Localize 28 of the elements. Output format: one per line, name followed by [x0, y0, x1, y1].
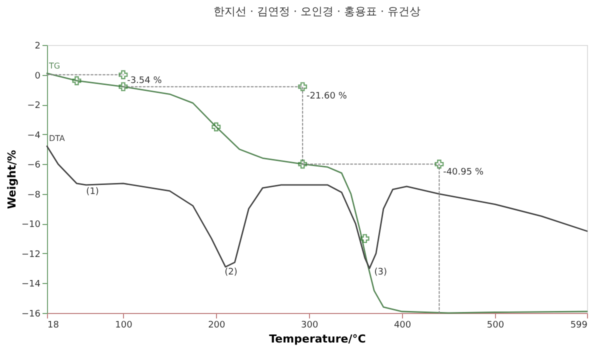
annotation: (2) — [224, 267, 238, 278]
annotation: -40.95 % — [443, 168, 484, 178]
y-tick-label: −8 — [27, 190, 41, 200]
x-axis-title: Temperature/°C — [269, 332, 366, 346]
x-tick-label: 200 — [208, 320, 226, 330]
y-tick-label: −16 — [22, 310, 41, 320]
annotation: -21.60 % — [306, 92, 348, 102]
x-tick-label: 400 — [394, 320, 412, 330]
annotation: (3) — [374, 267, 388, 278]
annotation: (1) — [86, 186, 99, 197]
chart-title: 한지선 · 김연정 · 오인경 · 홍용표 · 유건상 — [214, 5, 420, 18]
y-tick-label: −4 — [27, 130, 41, 141]
y-tick-label: −10 — [22, 220, 41, 230]
y-tick-label: 0 — [34, 71, 41, 82]
series-label: DTA — [49, 134, 66, 144]
annotation: -3.54 % — [127, 76, 162, 86]
x-tick-label: 100 — [115, 320, 133, 330]
x-tick-label: 500 — [486, 320, 504, 330]
y-tick-label: −14 — [22, 280, 41, 290]
y-tick-label: −12 — [22, 250, 40, 260]
y-tick-label: 2 — [34, 42, 40, 52]
x-tick-label: 18 — [48, 320, 60, 330]
y-tick-label: −6 — [27, 160, 41, 171]
x-tick-label: 300 — [301, 320, 318, 330]
series-label: TG — [48, 61, 60, 70]
y-axis-title: Weight/% — [6, 150, 19, 209]
x-tick-label: 599 — [570, 320, 588, 330]
y-tick-label: −2 — [27, 101, 40, 112]
